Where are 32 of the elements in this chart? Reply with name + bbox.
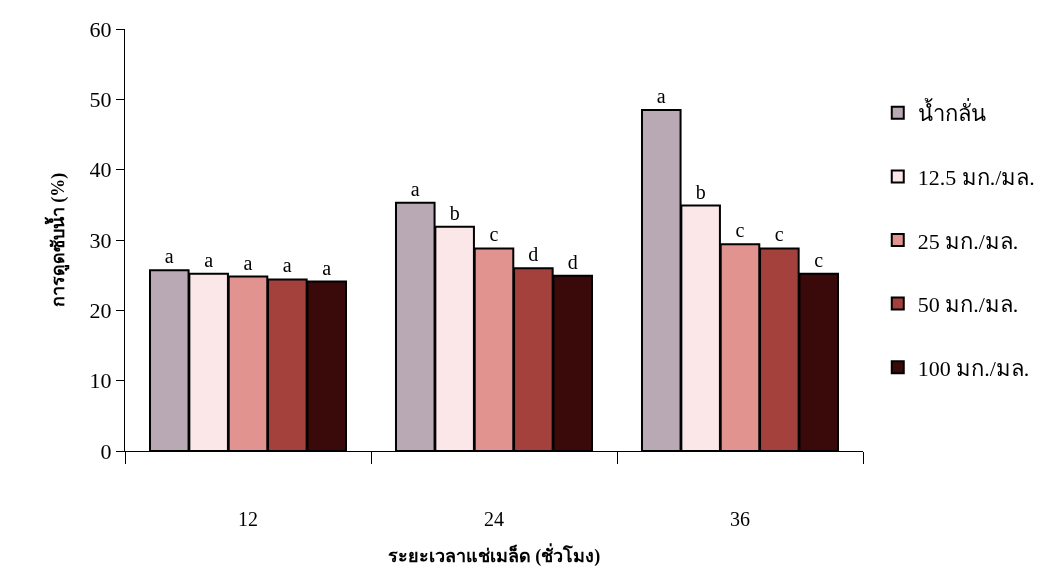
data-label: b (695, 180, 706, 203)
data-label: c (814, 248, 824, 271)
data-label: d (567, 250, 578, 273)
y-tick-label: 10 (89, 368, 112, 394)
data-label: c (774, 223, 784, 246)
data-label: d (528, 243, 539, 266)
data-label: a (410, 177, 420, 200)
data-label: a (243, 251, 253, 274)
data-label: a (656, 84, 666, 107)
legend-label: 25 มก./มล. (917, 228, 1019, 254)
data-label: b (449, 201, 460, 224)
x-tick-label: 24 (484, 508, 504, 530)
x-tick-label: 36 (730, 508, 750, 530)
y-tick-label: 60 (89, 16, 112, 42)
legend-label: 12.5 มก./มล. (917, 164, 1035, 190)
y-tick-label: 30 (89, 227, 112, 253)
x-axis-title: ระยะเวลาแช่เมล็ด (ชั่วโมง) (387, 543, 601, 568)
x-tick-label: 12 (238, 508, 258, 530)
legend-label: น้ำกลั่น (917, 98, 986, 127)
y-axis-title: การดูดซับน้ำ (%) (43, 172, 70, 308)
data-label: a (164, 245, 174, 268)
data-label: c (489, 223, 499, 246)
data-label: a (204, 248, 214, 271)
data-label: c (735, 219, 745, 242)
y-tick-label: 40 (89, 157, 112, 183)
y-tick-label: 50 (89, 87, 112, 113)
data-label: a (282, 254, 292, 277)
y-tick-label: 0 (100, 438, 112, 464)
legend-label: 50 มก./มล. (917, 292, 1019, 318)
legend-label: 100 มก./มล. (917, 355, 1030, 381)
y-tick-label: 20 (89, 298, 112, 324)
data-label: a (322, 256, 332, 279)
